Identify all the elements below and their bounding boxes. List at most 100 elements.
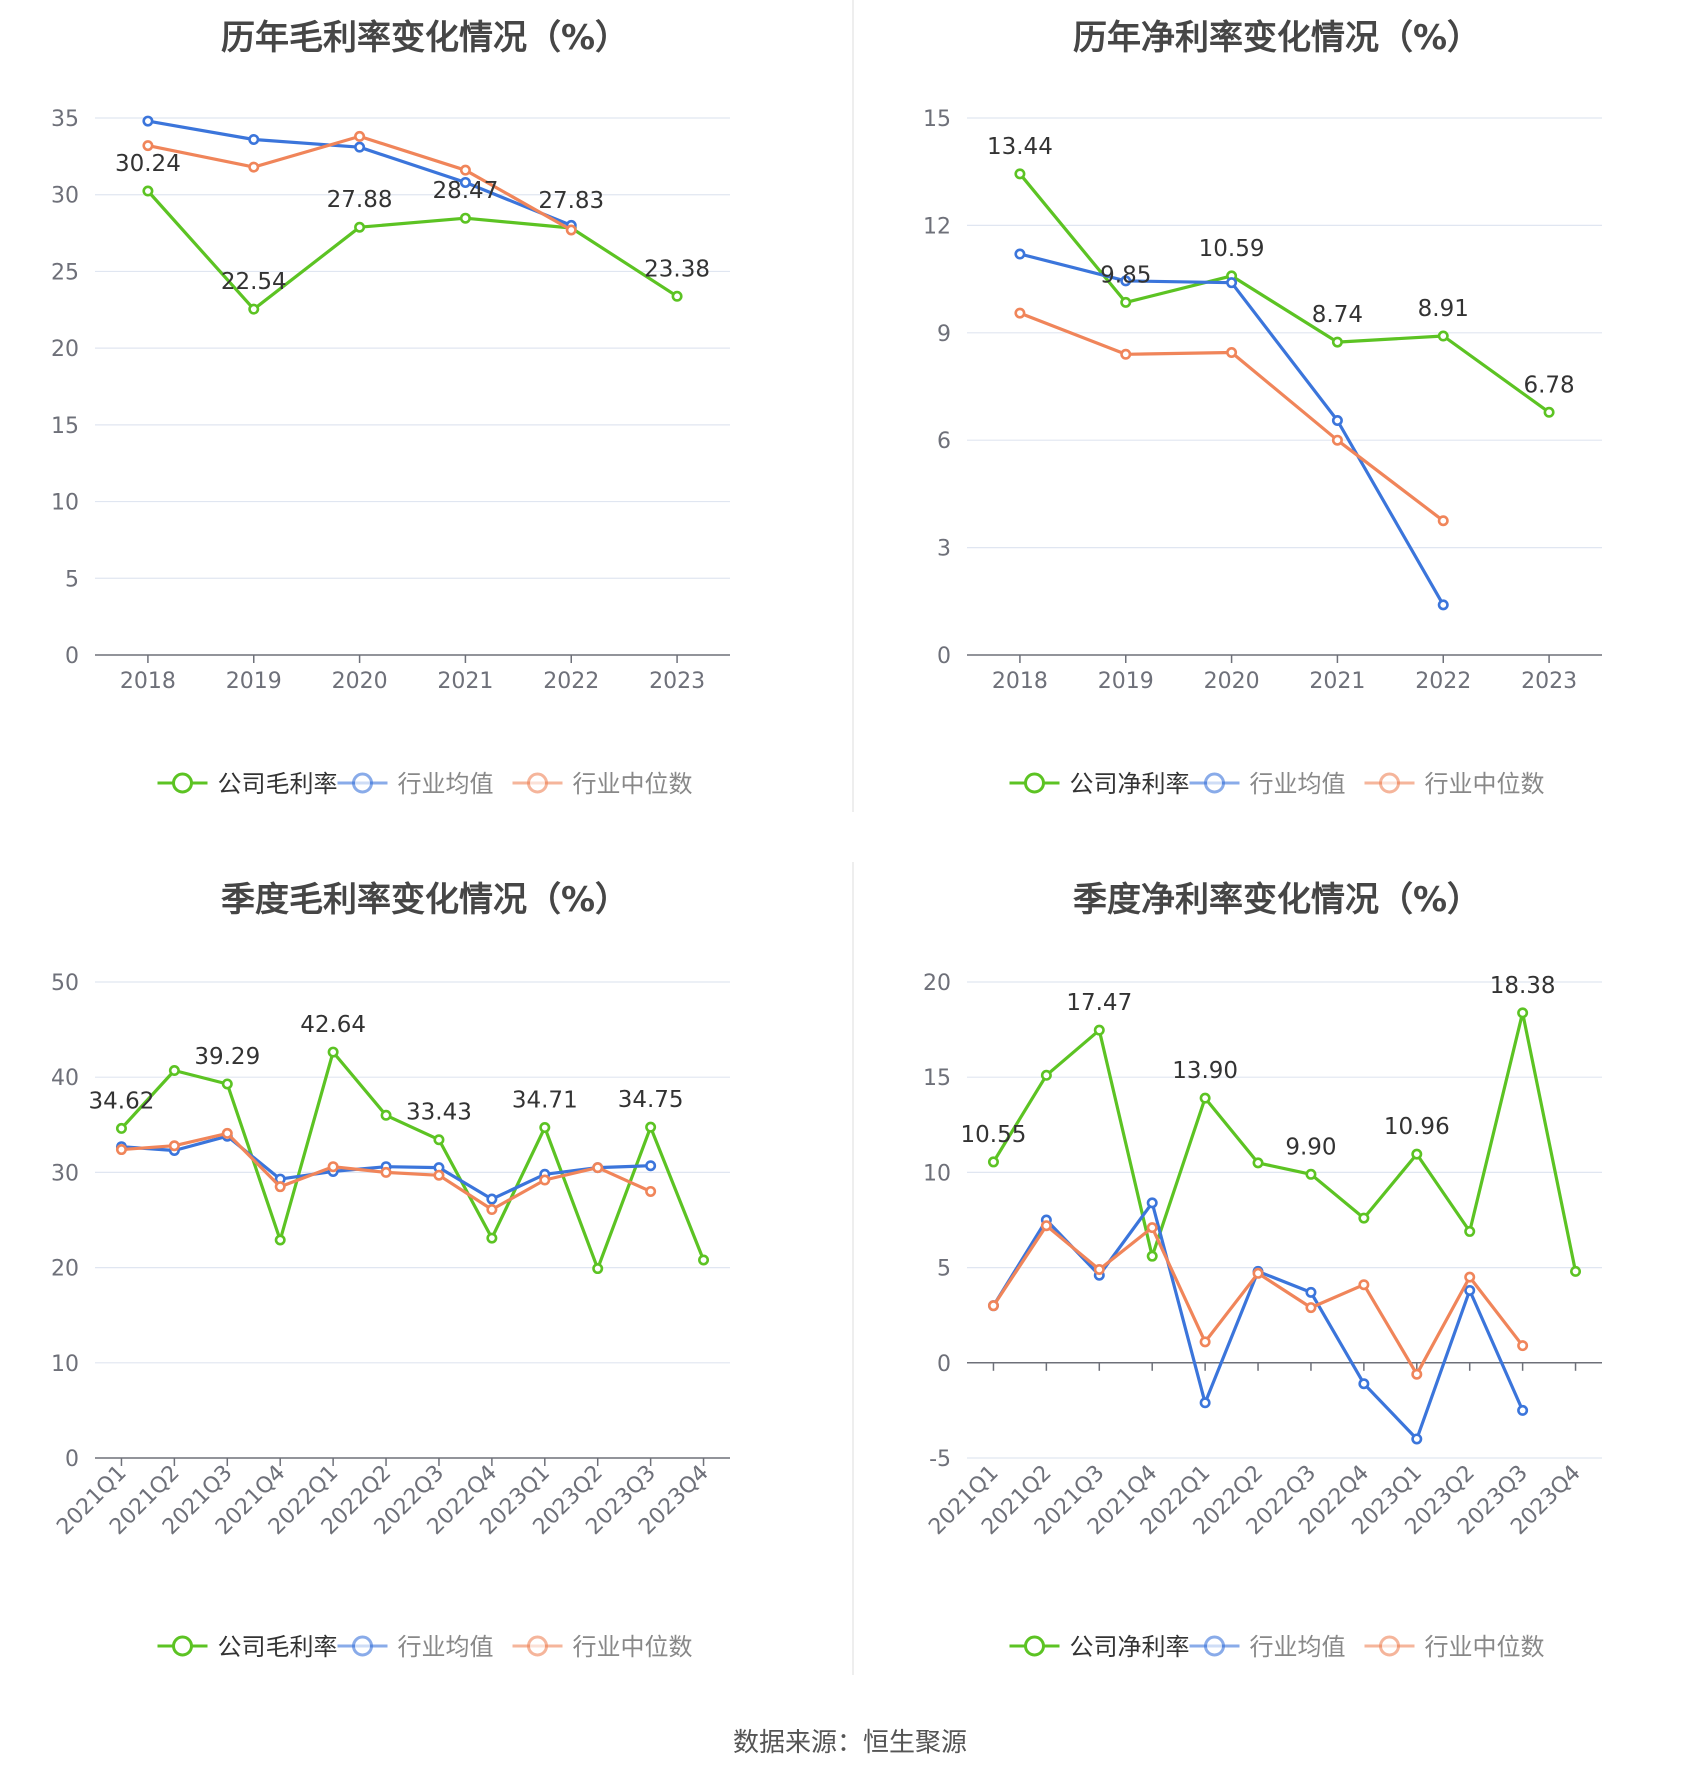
- chart-title: 季度毛利率变化情况（%）: [221, 880, 629, 920]
- data-point-company: [327, 1046, 339, 1058]
- data-label: 33.43: [406, 1100, 472, 1126]
- y-tick-label: 9: [937, 322, 951, 347]
- legend-label: 行业中位数: [1425, 770, 1545, 798]
- y-tick-label: -5: [929, 1447, 951, 1472]
- data-label: 34.62: [89, 1088, 155, 1114]
- data-point-industry_median: [1252, 1267, 1264, 1279]
- chart-title: 历年净利率变化情况（%）: [1073, 18, 1481, 58]
- y-tick-label: 0: [65, 1447, 79, 1472]
- data-point-industry_avg: [1517, 1404, 1529, 1416]
- data-point-company: [1437, 330, 1449, 342]
- y-tick-label: 10: [923, 1161, 951, 1186]
- data-point-industry_median: [1517, 1340, 1529, 1352]
- y-tick-label: 40: [51, 1066, 79, 1091]
- data-point-industry_median: [168, 1140, 180, 1152]
- data-point-industry_median: [433, 1169, 445, 1181]
- legend-label: 公司毛利率: [218, 770, 338, 798]
- data-point-industry_avg: [354, 141, 366, 153]
- legend-item-industry_avg: 行业均值: [337, 1633, 494, 1661]
- data-label: 39.29: [194, 1044, 260, 1070]
- series-line-industry_median: [1019, 311, 1445, 523]
- legend-marker: [352, 1635, 373, 1657]
- legend-marker: [1024, 772, 1045, 794]
- data-point-industry_median: [1464, 1271, 1476, 1283]
- data-point-company: [645, 1121, 657, 1133]
- data-label: 42.64: [300, 1012, 366, 1038]
- y-tick-label: 25: [51, 260, 79, 285]
- legend-marker: [1204, 772, 1225, 794]
- data-point-company: [115, 1122, 127, 1134]
- y-tick-label: 50: [51, 971, 79, 996]
- y-tick-label: 30: [51, 184, 79, 209]
- data-point-industry_median: [539, 1174, 551, 1186]
- data-point-industry_avg: [1464, 1284, 1476, 1296]
- data-point-company: [1014, 168, 1026, 180]
- data-point-company: [1358, 1212, 1370, 1224]
- y-tick-label: 6: [937, 429, 951, 454]
- data-point-industry_median: [1014, 307, 1026, 319]
- data-point-company: [671, 290, 683, 302]
- legend-label: 行业均值: [398, 1633, 494, 1661]
- y-tick-label: 20: [51, 337, 79, 362]
- data-point-industry_median: [115, 1144, 127, 1156]
- legend-label: 行业中位数: [573, 1633, 693, 1661]
- legend-item-company: 公司毛利率: [157, 770, 338, 798]
- y-tick-label: 20: [51, 1257, 79, 1282]
- data-point-industry_median: [486, 1204, 498, 1216]
- data-point-company: [1146, 1250, 1158, 1262]
- data-point-industry_median: [248, 161, 260, 173]
- legend-item-company: 公司净利率: [1009, 1633, 1190, 1661]
- y-tick-label: 15: [923, 107, 951, 132]
- chart-panel-2: 历年净利率变化情况（%） 0 3 6 9 12 15 2018 2019 2020 2021 2022…: [923, 18, 1602, 798]
- data-point-industry_median: [274, 1181, 286, 1193]
- legend-item-industry_median: 行业中位数: [1364, 1633, 1545, 1661]
- data-point-company: [1093, 1024, 1105, 1036]
- chart-title: 历年毛利率变化情况（%）: [221, 18, 629, 58]
- legend-label: 公司净利率: [1070, 1633, 1190, 1661]
- data-point-company: [1517, 1007, 1529, 1019]
- data-point-company: [1411, 1148, 1423, 1160]
- legend-marker: [1024, 1635, 1045, 1657]
- legend-item-industry_avg: 行业均值: [1189, 770, 1346, 798]
- y-tick-label: 20: [923, 971, 951, 996]
- data-point-company: [1252, 1157, 1264, 1169]
- legend-marker: [1204, 1635, 1225, 1657]
- y-tick-label: 30: [51, 1161, 79, 1186]
- data-label: 6.78: [1523, 372, 1574, 398]
- legend-item-industry_median: 行业中位数: [512, 770, 693, 798]
- y-tick-label: 0: [937, 644, 951, 669]
- data-point-industry_median: [1437, 515, 1449, 527]
- y-tick-label: 3: [937, 537, 951, 562]
- legend-item-industry_median: 行业中位数: [512, 1633, 693, 1661]
- data-point-industry_avg: [1411, 1433, 1423, 1445]
- data-point-industry_median: [459, 164, 471, 176]
- data-point-company: [1305, 1168, 1317, 1180]
- x-tick-label: 2019: [1098, 669, 1154, 694]
- data-point-company: [1570, 1265, 1582, 1277]
- data-point-company: [433, 1134, 445, 1146]
- data-label: 10.59: [1199, 236, 1265, 262]
- legend-item-company: 公司毛利率: [157, 1633, 338, 1661]
- data-label: 17.47: [1066, 990, 1132, 1016]
- data-label: 8.74: [1312, 302, 1363, 328]
- data-point-industry_median: [987, 1300, 999, 1312]
- data-point-company: [592, 1263, 604, 1275]
- data-point-industry_median: [327, 1161, 339, 1173]
- data-point-industry_median: [1040, 1220, 1052, 1232]
- legend-label: 行业均值: [1250, 1633, 1346, 1661]
- data-point-industry_median: [1199, 1336, 1211, 1348]
- data-point-industry_avg: [1226, 277, 1238, 289]
- data-point-industry_median: [1226, 346, 1238, 358]
- data-point-industry_median: [1358, 1279, 1370, 1291]
- legend-item-industry_median: 行业中位数: [1364, 770, 1545, 798]
- chart-panel-3: 季度毛利率变化情况（%）010203040502021Q12021Q22021Q…: [51, 880, 730, 1661]
- legend-marker: [1379, 772, 1400, 794]
- data-point-industry_avg: [1146, 1197, 1158, 1209]
- x-tick-label: 2021: [437, 669, 493, 694]
- y-tick-label: 15: [923, 1066, 951, 1091]
- data-label: 9.85: [1100, 262, 1151, 288]
- data-point-company: [142, 185, 154, 197]
- y-tick-label: 10: [51, 1352, 79, 1377]
- data-point-company: [1464, 1225, 1476, 1237]
- data-label: 9.90: [1285, 1134, 1336, 1160]
